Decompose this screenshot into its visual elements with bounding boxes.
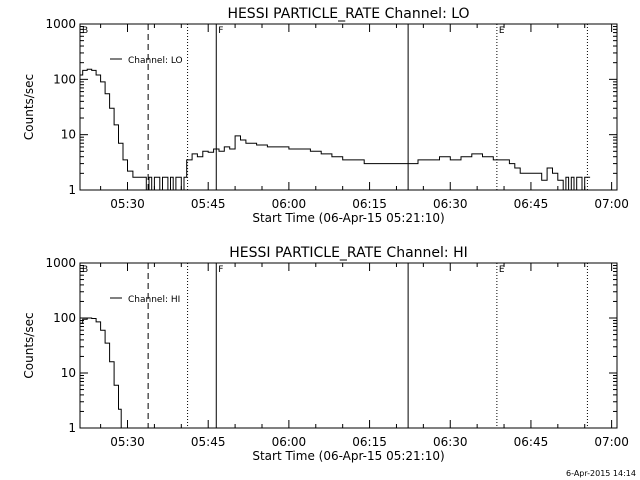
x-tick-label: 06:15 <box>352 197 387 211</box>
time-marker-label: E <box>499 26 505 36</box>
x-axis-label: Start Time (06-Apr-15 05:21:10) <box>252 449 444 463</box>
y-tick-label: 1 <box>68 421 76 435</box>
time-marker-label: F <box>218 265 223 275</box>
y-axis-label: Counts/sec <box>22 312 36 378</box>
plot-frame <box>79 23 618 191</box>
x-tick-label: 06:15 <box>352 435 387 449</box>
y-tick-label: 100 <box>53 311 76 325</box>
x-axis-label: Start Time (06-Apr-15 05:21:10) <box>252 211 444 225</box>
series-line <box>80 68 591 191</box>
panel-hi: HESSI PARTICLE_RATE Channel: HI Start Tim… <box>22 245 629 463</box>
x-tick-label: 06:45 <box>514 435 549 449</box>
x-tick-label: 07:00 <box>594 197 629 211</box>
x-tick-label: 06:00 <box>272 197 307 211</box>
y-tick-label: 1000 <box>45 17 76 31</box>
x-tick-label: 06:30 <box>433 435 468 449</box>
y-tick-label: 1000 <box>45 256 76 270</box>
x-tick-label: 05:30 <box>110 197 145 211</box>
time-marker-label: B <box>82 265 88 275</box>
x-tick-label: 06:45 <box>514 197 549 211</box>
time-marker-label: B <box>82 26 88 36</box>
chart-title: HESSI PARTICLE_RATE Channel: HI <box>229 245 467 261</box>
legend-label: Channel: HI <box>128 295 180 305</box>
x-tick-label: 05:45 <box>191 435 226 449</box>
y-tick-label: 10 <box>61 128 76 142</box>
chart-title: HESSI PARTICLE_RATE Channel: LO <box>227 6 469 22</box>
x-tick-label: 06:30 <box>433 197 468 211</box>
plot-frame <box>79 262 618 429</box>
panel-lo: HESSI PARTICLE_RATE Channel: LO Start Tim… <box>22 6 629 225</box>
x-tick-label: 05:30 <box>110 435 145 449</box>
series-line <box>80 317 122 428</box>
time-marker-label: F <box>218 26 223 36</box>
legend-label: Channel: LO <box>128 56 183 66</box>
y-tick-label: 100 <box>53 72 76 86</box>
y-tick-label: 10 <box>61 366 76 380</box>
x-tick-label: 06:00 <box>272 435 307 449</box>
time-marker-label: E <box>499 265 505 275</box>
y-tick-label: 1 <box>68 183 76 197</box>
x-tick-label: 05:45 <box>191 197 226 211</box>
footer-date: 6-Apr-2015 14:14 <box>566 469 636 478</box>
x-tick-label: 07:00 <box>594 435 629 449</box>
y-axis-label: Counts/sec <box>22 74 36 140</box>
